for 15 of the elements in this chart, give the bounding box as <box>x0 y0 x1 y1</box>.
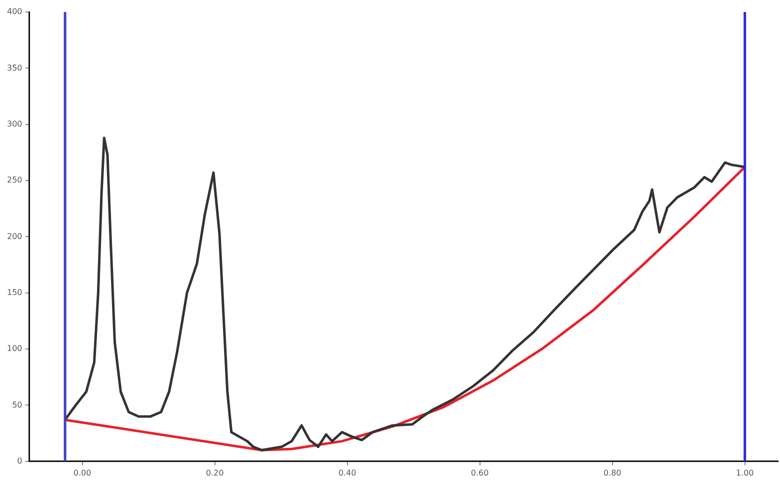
y-tick-label: 400 <box>6 7 22 16</box>
y-tick-label: 350 <box>6 63 22 72</box>
y-tick-label: 100 <box>6 344 22 354</box>
y-tick-label: 0 <box>17 456 22 466</box>
y-tick-label: 300 <box>6 119 22 128</box>
y-tick-label: 150 <box>6 288 22 297</box>
x-tick-label: 0.60 <box>470 468 489 478</box>
x-tick-label: 0.00 <box>73 468 92 478</box>
x-tick-label: 0.20 <box>206 468 224 478</box>
y-tick-label: 50 <box>12 400 22 410</box>
y-tick-label: 250 <box>6 176 22 185</box>
x-tick-label: 1.00 <box>736 468 754 478</box>
x-tick-label: 0.80 <box>603 468 622 478</box>
y-tick-label: 200 <box>6 232 22 241</box>
x-tick-label: 0.40 <box>338 468 356 478</box>
